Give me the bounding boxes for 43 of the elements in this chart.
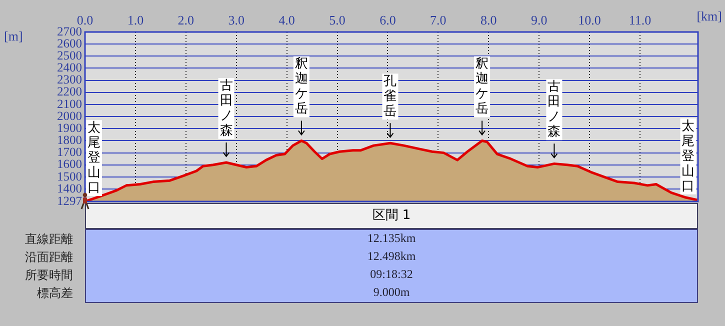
x-tick-label: 2.0 [178, 12, 194, 28]
annotation: 古田ノ森 [220, 78, 233, 138]
text: 区間 1 [85, 203, 698, 229]
y-tick-label: 2500 [57, 48, 82, 62]
annotation: 孔雀岳 [384, 74, 397, 120]
x-tick-label: 7.0 [430, 12, 446, 28]
text: 標高差 [37, 285, 73, 302]
y-tick-label: 2400 [57, 60, 82, 75]
y-tick-label: 1297 [57, 194, 82, 208]
annotation: 釈迦ケ岳 [476, 56, 489, 117]
x-tick-label: 4.0 [278, 12, 295, 28]
y-tick-label: 2200 [57, 84, 82, 99]
x-tick-label: 11.0 [628, 12, 652, 28]
x-tick-label: 1.0 [127, 12, 144, 28]
text: 沿面距離 [25, 249, 73, 266]
text: 9.000m [372, 285, 411, 300]
y-axis-title: [m] [4, 28, 23, 44]
text: 所要時間 [25, 267, 73, 284]
text: 12.135km [366, 231, 417, 246]
annotation: 釈迦ケ岳 [294, 56, 308, 117]
annotation: 古田ノ森 [548, 80, 561, 140]
y-tick-label: 1600 [57, 157, 82, 172]
y-tick-label: 2600 [57, 36, 82, 50]
text: 直線距離 [25, 231, 73, 248]
y-tick-label: 2000 [57, 108, 82, 123]
y-tick-label: 1900 [57, 120, 82, 135]
y-tick-label: 1400 [57, 181, 82, 196]
x-tick-label: 10.0 [578, 12, 601, 28]
text: 12.498km [366, 249, 417, 264]
text: 09:18:32 [369, 267, 414, 282]
x-tick-label: 8.0 [480, 12, 497, 28]
y-tick-label: 1700 [57, 145, 82, 160]
x-tick-label: 5.0 [329, 12, 346, 28]
x-tick-label: 3.0 [228, 12, 244, 28]
x-axis-title: [km] [696, 8, 722, 24]
y-tick-label: 2100 [57, 96, 82, 111]
y-tick-label: 1800 [57, 133, 82, 148]
annotation: 太尾登山口 [88, 120, 100, 196]
annotation: 太尾登山口 [682, 118, 695, 194]
y-tick-label: 1500 [57, 169, 82, 184]
x-tick-label: 6.0 [380, 12, 396, 28]
x-tick-label: 9.0 [530, 12, 548, 28]
y-tick-label: 2300 [57, 72, 82, 87]
